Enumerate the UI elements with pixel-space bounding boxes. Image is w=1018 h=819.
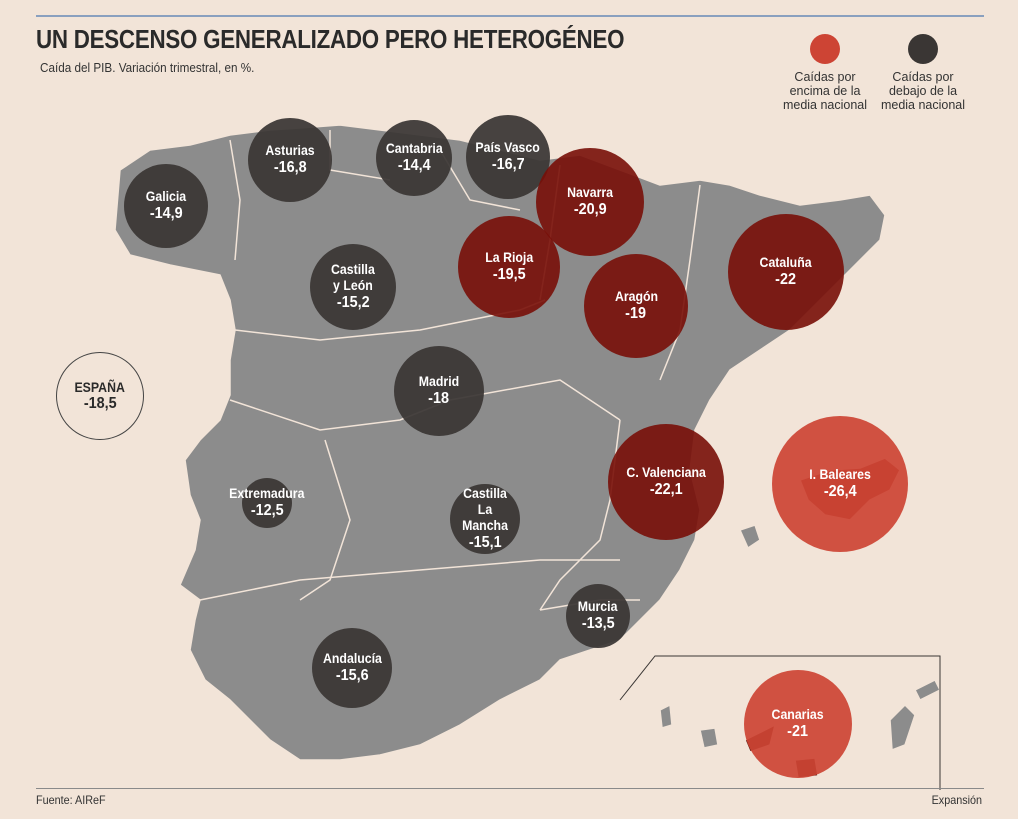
bubble-murcia: Murcia -13,5 — [566, 584, 630, 648]
canarias-mid — [699, 727, 719, 749]
source-note: Fuente: AIReF — [36, 793, 106, 807]
region-value: -19,5 — [492, 266, 526, 283]
bubble-baleares: I. Baleares -26,4 — [772, 416, 908, 552]
region-name: Aragón — [614, 288, 658, 304]
region-name: Madrid — [418, 373, 460, 389]
region-value: -14,9 — [149, 205, 183, 222]
bubble-la-rioja: La Rioja -19,5 — [458, 216, 560, 318]
region-value: -16,7 — [491, 156, 525, 173]
region-name: Castilla y León — [331, 261, 375, 293]
bubble-cataluna: Cataluña -22 — [728, 214, 844, 330]
credit-note: Expansión — [931, 793, 982, 807]
peninsula-shape — [114, 124, 886, 761]
bubble-cantabria: Cantabria -14,4 — [376, 120, 452, 196]
region-name: Asturias — [265, 142, 315, 158]
canarias-inset-frame — [619, 655, 941, 790]
region-name: Castilla La Mancha — [462, 485, 508, 533]
region-name: País Vasco — [475, 139, 541, 155]
legend-below: Caídas por debajo de la media nacional — [868, 34, 978, 112]
bottom-rule — [36, 788, 984, 789]
region-value: -20,9 — [573, 201, 607, 218]
region-name: Canarias — [771, 706, 825, 722]
region-name: Cataluña — [759, 254, 813, 270]
legend-below-label: Caídas por debajo de la media nacional — [880, 70, 966, 112]
region-name: Navarra — [567, 184, 613, 200]
canarias-east2 — [914, 679, 941, 701]
region-value: -15,1 — [468, 534, 502, 551]
legend-dark-dot — [908, 34, 938, 64]
region-value: -19 — [625, 305, 647, 322]
bubble-navarra: Navarra -20,9 — [536, 148, 644, 256]
region-value: -16,8 — [273, 159, 307, 176]
bubble-madrid: Madrid -18 — [394, 346, 484, 436]
bubble-galicia: Galicia -14,9 — [124, 164, 208, 248]
bubble-castilla-la-mancha: Castilla La Mancha -15,1 — [450, 484, 520, 554]
region-name: Murcia — [578, 598, 618, 614]
region-name: C. Valenciana — [626, 464, 706, 480]
region-name: Andalucía — [322, 650, 382, 666]
canarias-east — [889, 704, 916, 751]
region-name: La Rioja — [485, 249, 533, 265]
region-name: Galicia — [145, 188, 187, 204]
ibiza-shape — [739, 524, 761, 549]
bubble-asturias: Asturias -16,8 — [248, 118, 332, 202]
bubble-pais-vasco: País Vasco -16,7 — [466, 115, 550, 199]
region-value: -15,2 — [336, 294, 370, 311]
region-value: -15,6 — [335, 667, 369, 684]
national-average-circle: ESPAÑA -18,5 — [56, 352, 144, 440]
legend-red-dot — [810, 34, 840, 64]
bubble-andalucia: Andalucía -15,6 — [312, 628, 392, 708]
national-value: -18,5 — [83, 395, 117, 412]
top-rule — [36, 15, 984, 17]
region-value: -26,4 — [823, 483, 857, 500]
bubble-aragon: Aragón -19 — [584, 254, 688, 358]
region-value: -22,1 — [649, 481, 683, 498]
region-name: Cantabria — [385, 140, 443, 156]
region-value: -14,4 — [397, 157, 431, 174]
region-name: Extremadura — [229, 485, 305, 501]
chart-subtitle: Caída del PIB. Variación trimestral, en … — [40, 60, 255, 75]
region-value: -22 — [775, 271, 797, 288]
bubble-castilla-leon: Castilla y León -15,2 — [310, 244, 396, 330]
national-label: ESPAÑA — [74, 379, 126, 395]
bubble-c-valenciana: C. Valenciana -22,1 — [608, 424, 724, 540]
region-value: -12,5 — [250, 502, 284, 519]
bubble-extremadura: Extremadura -12,5 — [229, 478, 305, 528]
legend-above-label: Caídas por encima de la media nacional — [782, 70, 868, 112]
canarias-west — [659, 704, 673, 729]
region-value: -18 — [428, 390, 450, 407]
region-value: -21 — [787, 723, 809, 740]
bubble-canarias: Canarias -21 — [744, 670, 852, 778]
legend-above: Caídas por encima de la media nacional — [770, 34, 880, 112]
region-name: I. Baleares — [809, 466, 871, 482]
region-value: -13,5 — [581, 615, 615, 632]
chart-title: UN DESCENSO GENERALIZADO PERO HETEROGÉNE… — [36, 24, 625, 54]
